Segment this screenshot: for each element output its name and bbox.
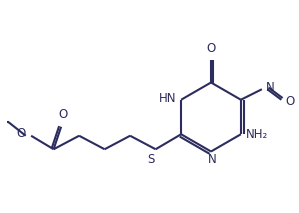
Text: O: O [285, 95, 294, 108]
Text: O: O [58, 108, 67, 121]
Text: S: S [147, 153, 155, 166]
Text: NH₂: NH₂ [246, 128, 269, 141]
Text: HN: HN [159, 92, 177, 105]
Text: O: O [16, 127, 26, 140]
Text: N: N [208, 153, 217, 166]
Text: N: N [266, 81, 274, 94]
Text: O: O [206, 42, 216, 55]
